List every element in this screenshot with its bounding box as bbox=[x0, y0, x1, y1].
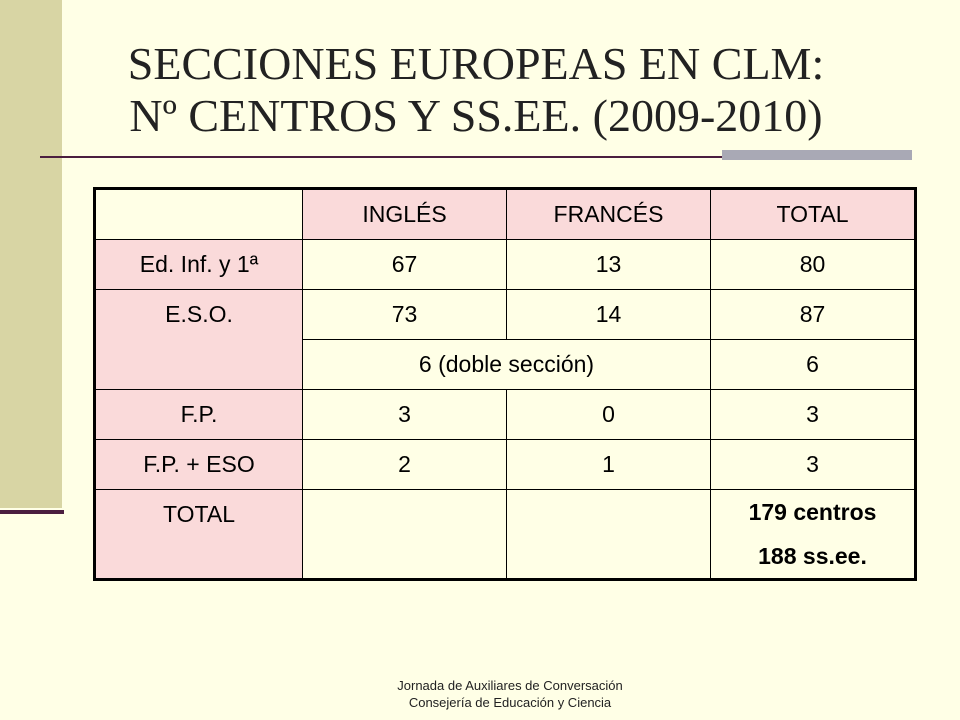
corner-cell bbox=[94, 188, 303, 240]
header-cell: INGLÉS bbox=[302, 188, 507, 240]
footer-line: Consejería de Educación y Ciencia bbox=[408, 695, 612, 710]
cell: 3 bbox=[710, 389, 916, 440]
accent-bar bbox=[722, 150, 912, 160]
cell: 73 bbox=[302, 289, 507, 340]
row: F.P. + ESO 2 1 3 bbox=[94, 439, 916, 490]
title-line: SECCIONES EUROPEAS EN CLM: bbox=[127, 38, 825, 89]
row-label: E.S.O. bbox=[94, 289, 303, 390]
cell: 3 bbox=[302, 389, 507, 440]
cell: 87 bbox=[710, 289, 916, 340]
row: TOTAL 179 centros 188 ss.ee. bbox=[94, 489, 916, 580]
cell: 6 (doble sección) bbox=[302, 339, 711, 390]
title-rule bbox=[40, 156, 912, 158]
header-cell: FRANCÉS bbox=[506, 188, 711, 240]
total-line: 179 centros bbox=[748, 499, 877, 525]
row-label: F.P. bbox=[94, 389, 303, 440]
row-label: Ed. Inf. y 1ª bbox=[94, 239, 303, 290]
cell: 80 bbox=[710, 239, 916, 290]
row: Ed. Inf. y 1ª 67 13 80 bbox=[94, 239, 916, 290]
cell: 2 bbox=[302, 439, 507, 490]
total-cell: 179 centros 188 ss.ee. bbox=[710, 489, 916, 580]
cell bbox=[506, 489, 711, 580]
row: E.S.O. 73 14 87 bbox=[94, 289, 916, 390]
cell: 3 bbox=[710, 439, 916, 490]
row-label: F.P. + ESO bbox=[94, 439, 303, 490]
header-cell: TOTAL bbox=[710, 188, 916, 240]
row: 6 (doble sección) 6 bbox=[95, 339, 916, 390]
title: SECCIONES EUROPEAS EN CLM: Nº CENTROS Y … bbox=[40, 38, 912, 142]
cell: 0 bbox=[506, 389, 711, 440]
cell: 67 bbox=[302, 239, 507, 290]
cell: 14 bbox=[506, 289, 711, 340]
header-row: INGLÉS FRANCÉS TOTAL bbox=[94, 188, 916, 240]
cell bbox=[302, 489, 507, 580]
row: F.P. 3 0 3 bbox=[94, 389, 916, 440]
left-bar bbox=[0, 0, 62, 508]
footer-line: Jornada de Auxiliares de Conversación bbox=[397, 678, 623, 693]
cell: 6 bbox=[710, 339, 916, 390]
cell: 13 bbox=[506, 239, 711, 290]
table: INGLÉS FRANCÉS TOTAL Ed. Inf. y 1ª 67 13… bbox=[93, 187, 917, 581]
title-line: Nº CENTROS Y SS.EE. (2009-2010) bbox=[129, 90, 823, 141]
total-line: 188 ss.ee. bbox=[758, 543, 867, 569]
row-label: TOTAL bbox=[94, 489, 303, 580]
left-line bbox=[0, 510, 64, 514]
footer: Jornada de Auxiliares de Conversación Co… bbox=[310, 677, 710, 711]
cell: 1 bbox=[506, 439, 711, 490]
